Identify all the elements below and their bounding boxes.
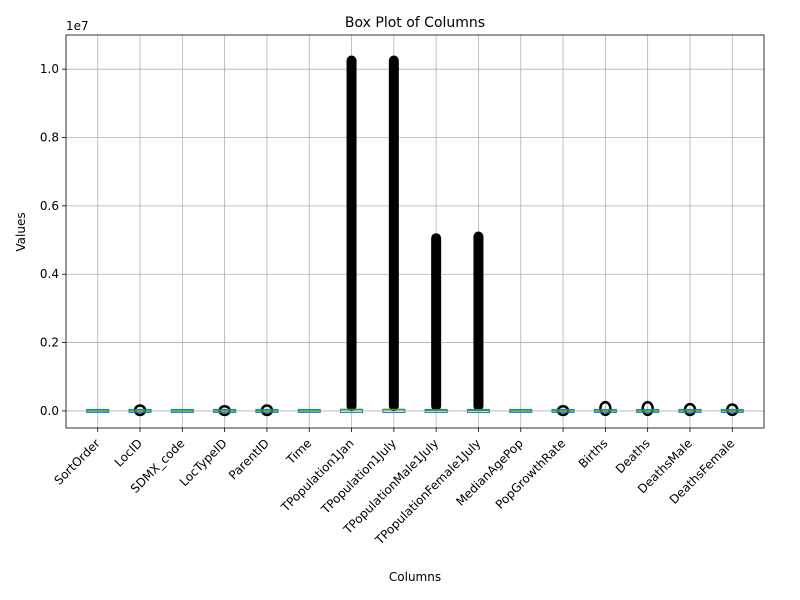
plot-layer [86, 55, 744, 417]
x-axis: SortOrder LocIDSDMX_codeLocTypeIDParentID… [51, 428, 737, 548]
x-tick-label: Deaths [613, 436, 653, 476]
y-tick-label: 0.0 [40, 404, 59, 418]
y-tick-label: 0.2 [40, 336, 59, 350]
x-tick-label: Time [283, 436, 314, 467]
x-tick-label: TPopulation1July [318, 436, 399, 517]
y-multiplier-label: 1e7 [66, 19, 89, 33]
y-tick-label: 1.0 [40, 62, 59, 76]
y-tick-label: 0.8 [40, 131, 59, 145]
outlier-band [346, 55, 357, 411]
y-tick-label: 0.4 [40, 267, 59, 281]
x-axis-label: Columns [389, 570, 441, 584]
x-tick-label: TPopulation1Jan [278, 436, 357, 515]
y-axis-label: Values [14, 212, 28, 251]
grid-layer [66, 35, 764, 428]
y-axis: 0.0 0.2 0.4 0.6 0.8 1.0 [40, 62, 66, 418]
y-tick-label: 0.6 [40, 199, 59, 213]
outlier-band [473, 231, 484, 411]
outlier-marker [641, 400, 654, 417]
outlier-band [431, 233, 442, 411]
x-tick-label: LocID [112, 436, 145, 469]
outlier-band [388, 55, 399, 411]
plot-frame [65, 34, 765, 429]
chart-title: Box Plot of Columns [345, 15, 485, 31]
outlier-marker [599, 400, 612, 417]
x-tick-label: ParentID [226, 436, 272, 482]
x-tick-label: SortOrder [51, 436, 102, 487]
x-tick-label: Births [576, 436, 611, 471]
